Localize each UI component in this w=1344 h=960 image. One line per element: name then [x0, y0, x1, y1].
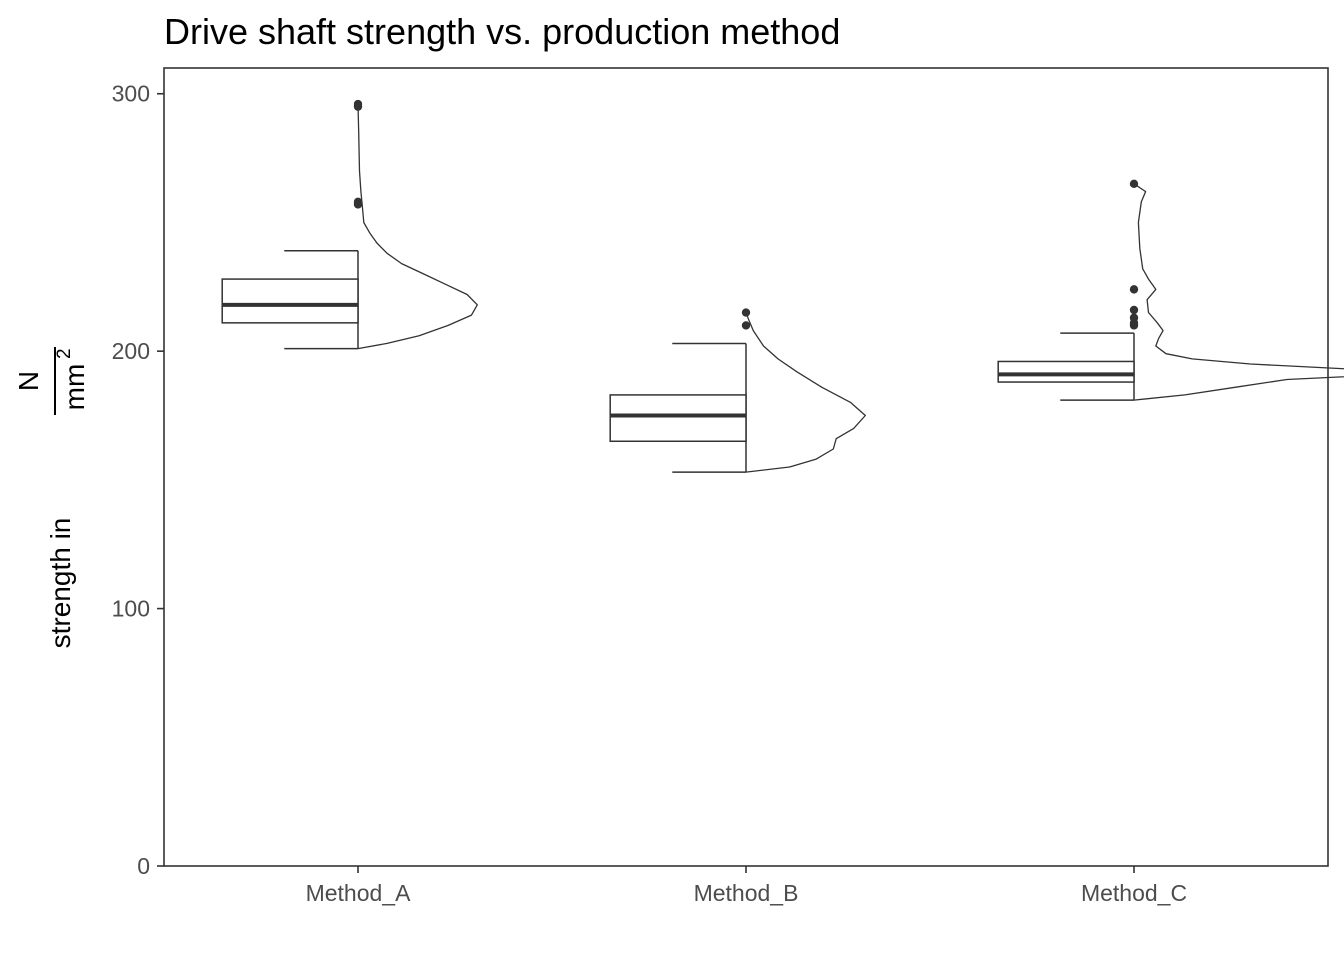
x-tick-label: Method_A [306, 880, 412, 906]
series-group-method-a [221, 99, 478, 350]
y-axis-title: strength in N mm 2 [13, 347, 90, 648]
y-axis-unit-exponent: 2 [54, 348, 75, 359]
box-iqr [609, 394, 747, 443]
chart-marks [221, 99, 1344, 473]
y-axis-unit-denominator: mm [59, 364, 90, 411]
chart-title: Drive shaft strength vs. production meth… [164, 11, 840, 52]
y-tick-label: 100 [112, 596, 150, 622]
series-group-method-c [997, 179, 1344, 401]
outlier-point [1129, 285, 1139, 294]
y-axis-unit-numerator: N [13, 371, 44, 391]
outlier-point [741, 308, 751, 317]
y-tick-label: 300 [112, 81, 150, 107]
series-group-method-b [609, 308, 866, 473]
density-half-violin [357, 103, 478, 350]
x-tick-label: Method_B [694, 880, 799, 906]
box-iqr [221, 278, 359, 324]
x-tick-label: Method_C [1081, 880, 1187, 906]
density-half-violin [745, 312, 866, 473]
box-iqr [997, 360, 1135, 383]
axes: 0 100 200 300 Method_A Method_B Method_C [112, 81, 1187, 906]
y-tick-label: 0 [137, 853, 150, 879]
outlier-point [1129, 321, 1139, 330]
outlier-point [353, 102, 363, 111]
y-tick-label: 200 [112, 338, 150, 364]
density-half-violin [1133, 183, 1344, 401]
y-axis-prefix: strength in [45, 518, 76, 649]
outlier-point [1129, 179, 1139, 189]
outlier-point [1129, 305, 1139, 315]
outlier-point [353, 200, 363, 209]
outlier-point [741, 321, 751, 330]
